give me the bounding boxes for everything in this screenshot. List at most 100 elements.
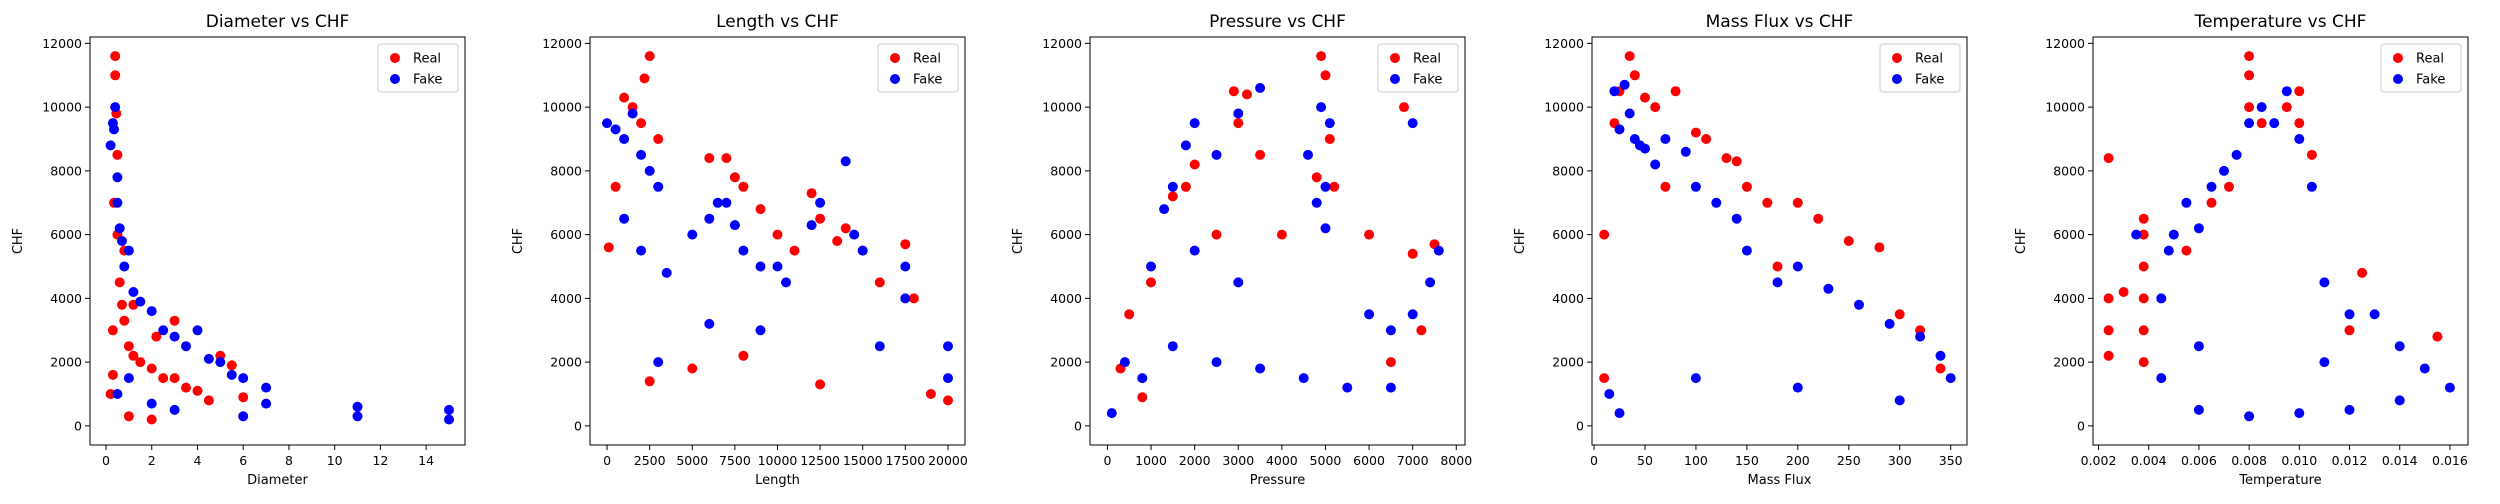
data-point: [806, 220, 817, 231]
x-tick-label: 2000: [1179, 453, 1211, 468]
data-point: [2394, 395, 2405, 406]
data-point: [874, 277, 885, 288]
x-tick-label: 4: [193, 453, 201, 468]
series-fake: [602, 108, 953, 384]
y-tick-label: 2000: [1552, 355, 1584, 370]
data-point: [712, 197, 723, 208]
data-point: [755, 204, 766, 215]
y-tick-label: 6000: [2053, 227, 2085, 242]
data-point: [1316, 51, 1327, 62]
data-point: [1915, 331, 1926, 342]
data-point: [1619, 79, 1630, 90]
data-point: [1407, 248, 1418, 259]
data-point: [1614, 408, 1625, 419]
data-point: [2163, 245, 2174, 256]
data-point: [1242, 89, 1252, 100]
data-point: [117, 299, 127, 310]
data-point: [444, 414, 454, 425]
data-point: [908, 293, 919, 304]
x-tick-label: 5000: [676, 453, 708, 468]
y-tick-label: 0: [2077, 418, 2085, 433]
data-point: [1894, 395, 1905, 406]
data-point: [644, 51, 655, 62]
x-tick-label: 10000: [758, 453, 798, 468]
data-point: [1823, 283, 1834, 294]
x-tick-label: 5000: [1310, 453, 1342, 468]
data-point: [2156, 293, 2167, 304]
data-point: [135, 296, 146, 307]
data-point: [925, 389, 936, 399]
data-point: [107, 325, 118, 336]
data-point: [444, 404, 454, 415]
data-point: [1629, 70, 1640, 81]
legend-label-fake: Fake: [1915, 73, 1944, 88]
legend-label-real: Real: [413, 52, 441, 67]
data-point: [352, 401, 363, 412]
data-point: [238, 392, 249, 403]
data-point: [755, 325, 766, 336]
data-point: [1329, 181, 1340, 192]
data-point: [2306, 149, 2317, 160]
legend-marker-fake: [390, 74, 400, 84]
y-tick-label: 8000: [1552, 163, 1584, 178]
series-real: [603, 51, 953, 406]
legend-marker-real: [2393, 53, 2403, 63]
data-point: [123, 411, 134, 422]
legend-marker-fake: [2393, 74, 2403, 84]
legend: Real Fake: [1377, 43, 1459, 93]
legend-label-fake: Fake: [2416, 73, 2445, 88]
data-point: [602, 118, 612, 129]
x-tick-label: 7500: [719, 453, 751, 468]
data-point: [1385, 325, 1396, 336]
data-point: [1211, 229, 1222, 240]
data-point: [772, 261, 783, 272]
data-point: [2344, 309, 2355, 320]
data-point: [215, 357, 226, 368]
y-tick-label: 10000: [42, 100, 82, 115]
data-point: [1690, 373, 1701, 384]
data-point: [1935, 363, 1946, 374]
data-point: [1690, 181, 1701, 192]
data-point: [2131, 229, 2142, 240]
data-point: [123, 373, 134, 384]
data-point: [2103, 350, 2114, 361]
legend-label-fake: Fake: [913, 73, 942, 88]
data-point: [146, 414, 157, 425]
legend-marker-real: [890, 53, 900, 63]
data-point: [1137, 392, 1148, 403]
data-point: [943, 373, 953, 384]
chart-title: Mass Flux vs CHF: [1706, 12, 1854, 32]
data-point: [840, 156, 851, 167]
x-tick-label: 250: [1837, 453, 1861, 468]
legend-marker-fake: [1390, 74, 1400, 84]
data-point: [1792, 197, 1803, 208]
data-point: [687, 363, 698, 374]
data-point: [1624, 51, 1635, 62]
y-axis-label: CHF: [2014, 228, 2029, 254]
data-point: [2181, 197, 2192, 208]
y-tick-label: 12000: [542, 36, 582, 51]
data-point: [1385, 382, 1396, 393]
data-point: [1792, 382, 1803, 393]
data-point: [1650, 102, 1661, 113]
data-point: [1711, 197, 1722, 208]
x-tick-label: 0.006: [2181, 453, 2217, 468]
data-point: [1680, 146, 1691, 157]
data-point: [2138, 357, 2149, 368]
legend: Real Fake: [1879, 43, 1961, 93]
x-axis-label: Pressure: [1250, 473, 1306, 488]
legend-label-real: Real: [913, 52, 941, 67]
data-point: [1159, 204, 1170, 215]
data-point: [1316, 102, 1327, 113]
data-point: [721, 197, 732, 208]
data-point: [636, 118, 647, 129]
y-tick-label: 2000: [1050, 355, 1082, 370]
data-point: [110, 70, 121, 81]
data-point: [1640, 143, 1650, 154]
x-tick-label: 350: [1939, 453, 1963, 468]
data-point: [2138, 213, 2149, 224]
data-point: [2138, 325, 2149, 336]
data-point: [1721, 153, 1732, 164]
y-tick-label: 12000: [42, 36, 82, 51]
y-tick-label: 4000: [1552, 291, 1584, 306]
